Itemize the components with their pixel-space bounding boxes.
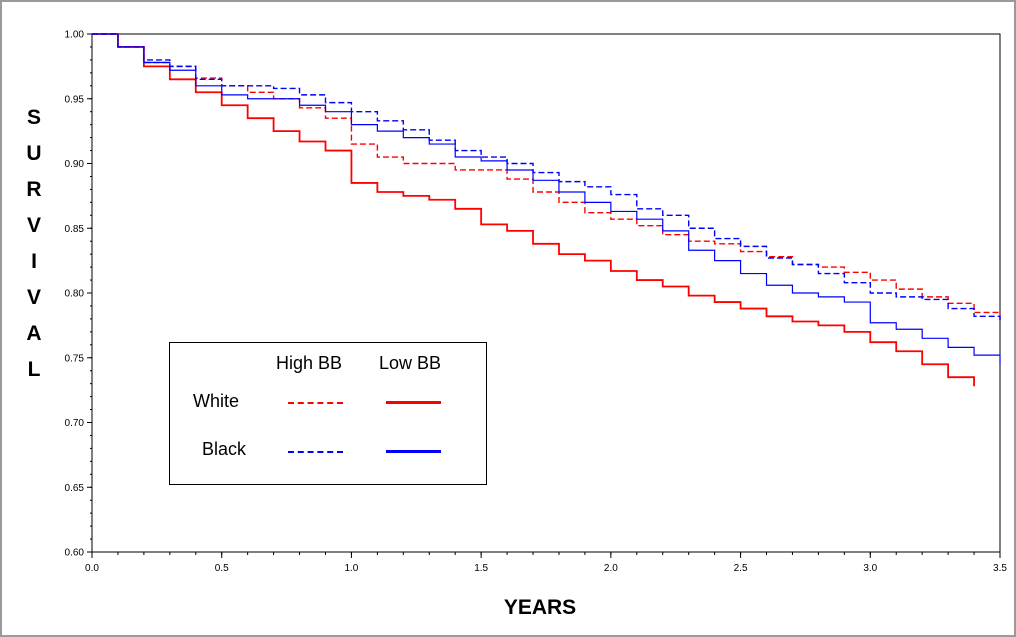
y-tick-label: 0.90 bbox=[65, 159, 85, 170]
y-tick-label: 0.80 bbox=[65, 289, 85, 300]
x-tick-label: 2.0 bbox=[604, 563, 618, 574]
y-tick-label: 0.85 bbox=[65, 224, 85, 235]
legend-swatch-white-low bbox=[386, 401, 441, 404]
y-tick-label: 0.65 bbox=[65, 483, 85, 494]
x-tick-label: 3.5 bbox=[993, 563, 1007, 574]
x-tick-label: 1.5 bbox=[474, 563, 488, 574]
x-axis-ticks: 0.0 0.5 1.0 1.5 2.0 2.5 3.0 3.5 bbox=[85, 552, 1007, 574]
x-tick-label: 3.0 bbox=[863, 563, 877, 574]
y-axis-title-letter: U bbox=[26, 142, 42, 165]
survival-curves bbox=[92, 33, 1001, 387]
y-tick-label: 1.00 bbox=[65, 30, 85, 41]
x-tick-label: 0.0 bbox=[85, 563, 99, 574]
y-axis-title-letter: V bbox=[26, 286, 41, 309]
legend-row-black: Black bbox=[202, 439, 247, 459]
y-axis-title-letter: I bbox=[31, 250, 37, 273]
y-tick-label: 0.95 bbox=[65, 94, 85, 105]
y-axis-title-letter: A bbox=[26, 322, 42, 345]
curve-white-low-bb bbox=[92, 33, 975, 387]
curve-white-high-bb bbox=[92, 33, 1001, 322]
legend-swatch-black-low bbox=[386, 450, 441, 453]
y-axis-title-letter: S bbox=[26, 106, 41, 129]
y-tick-label: 0.60 bbox=[65, 548, 85, 559]
y-tick-label: 0.75 bbox=[65, 353, 85, 364]
legend: High BB Low BB White Black bbox=[169, 342, 487, 485]
legend-header-low-bb: Low BB bbox=[379, 353, 442, 373]
legend-swatch-black-high bbox=[288, 451, 343, 453]
y-tick-label: 0.70 bbox=[65, 418, 85, 429]
y-axis-title-letter: L bbox=[27, 358, 41, 381]
legend-row-white: White bbox=[193, 391, 240, 411]
x-axis-title: YEARS bbox=[503, 596, 577, 619]
curve-black-high-bb bbox=[92, 33, 1001, 322]
x-tick-label: 1.0 bbox=[344, 563, 358, 574]
y-axis-title-letter: V bbox=[26, 214, 41, 237]
y-axis-ticks: 0.60 0.65 0.70 0.75 0.80 0.85 0.90 0.95 1.00 bbox=[65, 30, 92, 559]
curve-black-low-bb bbox=[92, 33, 1001, 365]
y-axis-title-letter: R bbox=[26, 178, 42, 201]
legend-header-high-bb: High BB bbox=[276, 353, 343, 373]
x-tick-label: 0.5 bbox=[215, 563, 229, 574]
x-tick-label: 2.5 bbox=[734, 563, 748, 574]
legend-swatch-white-high bbox=[288, 402, 343, 404]
